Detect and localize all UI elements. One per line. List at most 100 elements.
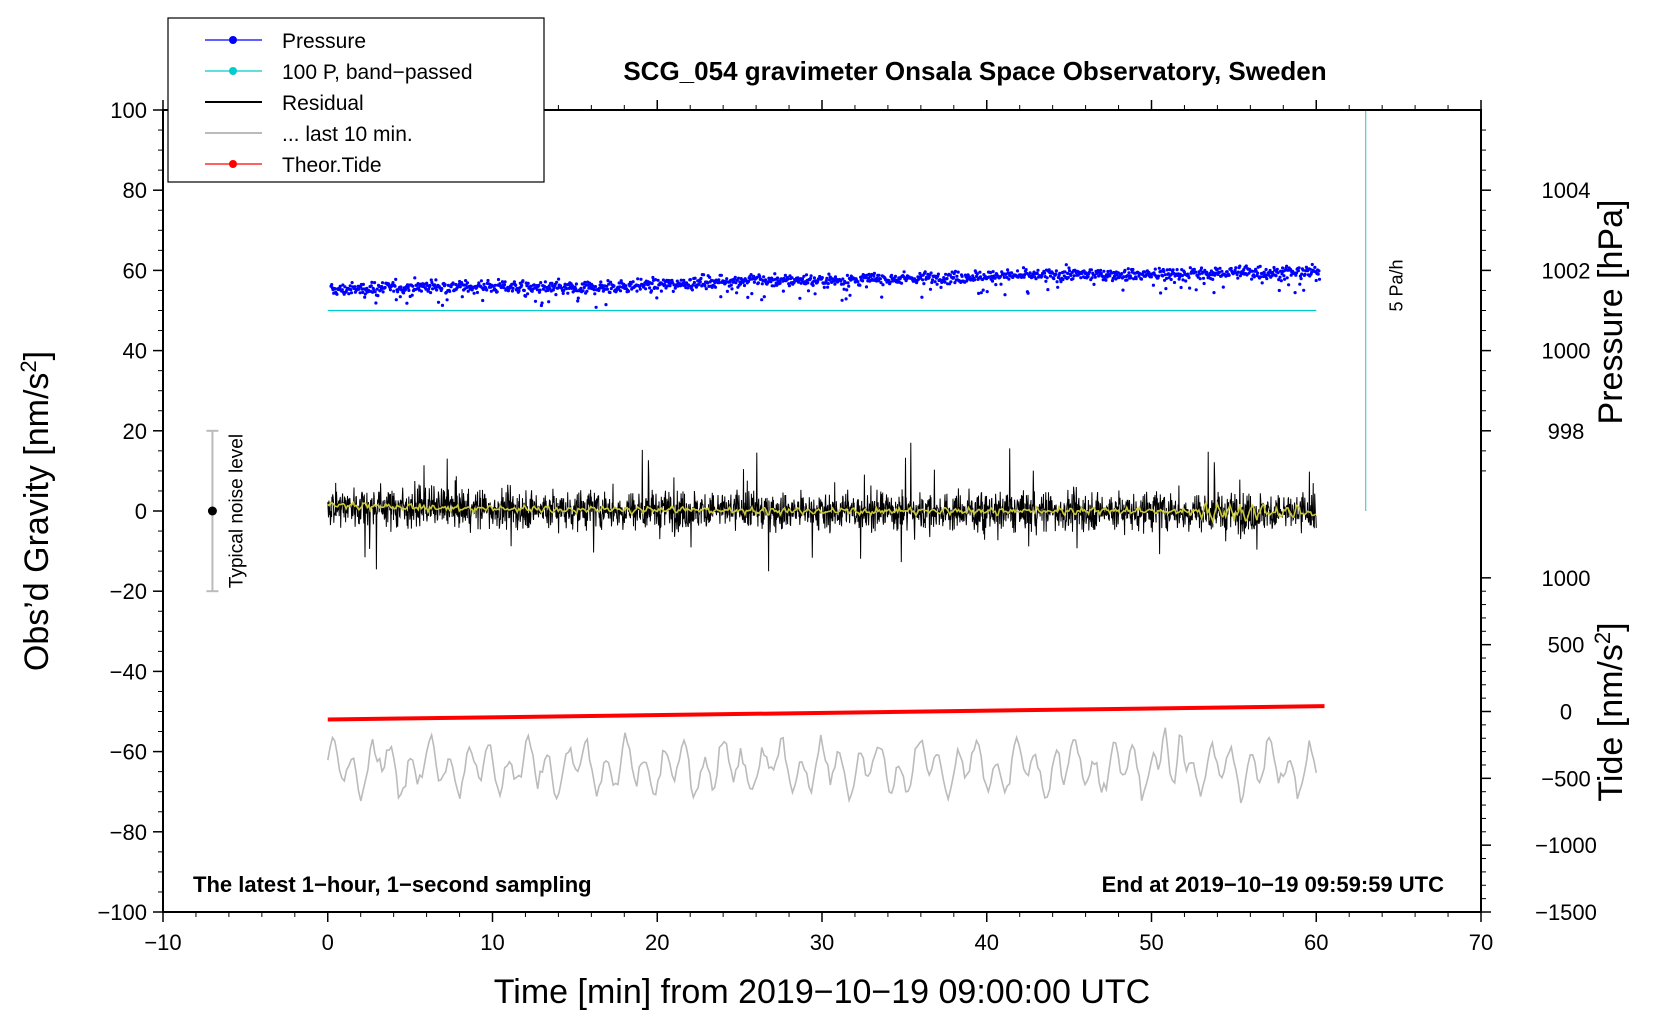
- pressure-point: [964, 275, 968, 279]
- pressure-point: [1112, 274, 1117, 278]
- pressure-point: [1262, 270, 1266, 274]
- pressure-point: [1129, 276, 1133, 280]
- pressure-point: [1197, 272, 1202, 276]
- pressure-point: [975, 272, 979, 276]
- pressure-point: [496, 277, 501, 282]
- pressure-point: [526, 292, 530, 296]
- pressure-point: [822, 285, 826, 289]
- pressure-point: [477, 281, 481, 285]
- pressure-point: [772, 284, 776, 288]
- series-layer: [206, 110, 1367, 804]
- pressure-point: [445, 298, 449, 302]
- pressure-point: [349, 291, 354, 295]
- pressure-point: [1227, 273, 1231, 277]
- pressure-tick-label: 1002: [1542, 258, 1591, 283]
- pressure-point: [605, 284, 609, 288]
- pressure-point: [391, 281, 395, 285]
- pressure-point: [1278, 275, 1282, 279]
- pressure-point: [1131, 267, 1135, 272]
- pressure-point: [1169, 277, 1173, 282]
- pressure-point: [639, 277, 643, 281]
- pressure-point: [1157, 266, 1161, 270]
- pressure-point: [985, 290, 989, 294]
- x-tick-label: 10: [480, 930, 504, 955]
- pressure-point: [1260, 281, 1264, 285]
- pressure-point: [593, 285, 598, 289]
- legend-box: [167, 17, 545, 183]
- pressure-point: [1225, 270, 1229, 274]
- pressure-point: [890, 273, 894, 277]
- pressure-point: [1061, 277, 1065, 282]
- pressure-point: [881, 283, 885, 287]
- pressure-point: [631, 280, 635, 284]
- pressure-point: [1299, 277, 1303, 281]
- pressure-point: [506, 289, 510, 293]
- x-tick-label: −10: [144, 930, 181, 955]
- pressure-point: [482, 282, 486, 286]
- pressure-point: [690, 288, 695, 292]
- pressure-point: [435, 288, 439, 292]
- legend: Pressure 100 P, band−passed Residual ...…: [167, 17, 545, 183]
- pressure-point: [529, 284, 533, 288]
- pressure-point: [1258, 264, 1262, 268]
- pressure-point: [806, 289, 811, 293]
- pressure-point: [816, 279, 820, 283]
- pressure-point: [717, 280, 722, 285]
- pressure-point: [381, 290, 385, 294]
- pressure-point: [1168, 268, 1172, 272]
- pressure-point: [1058, 271, 1062, 275]
- pressure-point: [773, 272, 777, 276]
- pressure-point: [826, 281, 830, 286]
- pressure-point: [433, 283, 437, 287]
- pressure-point: [636, 277, 640, 281]
- pressure-point: [363, 292, 367, 296]
- pressure-point: [1238, 264, 1242, 268]
- pressure-point: [766, 280, 770, 284]
- pressure-point: [864, 276, 868, 280]
- pressure-point: [990, 279, 995, 283]
- pressure-point: [930, 278, 935, 282]
- pressure-point: [981, 288, 985, 292]
- pressure-point: [762, 275, 766, 279]
- pressure-point: [500, 280, 505, 284]
- pressure-point: [717, 278, 721, 282]
- pressure-point: [693, 276, 697, 280]
- tick-labels: −10 0 10 20 30 40 50 60 70−100−80−60−40−20020406…: [97, 98, 1596, 955]
- pressure-point: [1099, 268, 1103, 272]
- pressure-point: [928, 287, 933, 291]
- y-tick-label: 80: [123, 178, 147, 203]
- pressure-point: [464, 279, 468, 283]
- pressure-point: [541, 287, 546, 291]
- pressure-point: [333, 287, 337, 291]
- pressure-point: [1277, 288, 1281, 293]
- pressure-point: [1256, 271, 1260, 275]
- pressure-point: [340, 288, 344, 292]
- pressure-point: [786, 277, 790, 281]
- pressure-point: [638, 287, 642, 291]
- pressure-point: [725, 289, 730, 293]
- pressure-point: [648, 286, 652, 290]
- x-axis-title: Time [min] from 2019−10−19 09:00:00 UTC: [494, 973, 1150, 1011]
- pressure-point: [440, 303, 445, 307]
- pressure-point: [605, 287, 610, 291]
- pressure-point: [713, 285, 718, 289]
- y-axis-title: Obs’d Gravity [nm/s2]: [16, 351, 57, 671]
- pressure-point: [1087, 270, 1091, 274]
- pressure-point: [436, 300, 441, 304]
- pressure-point: [688, 278, 693, 282]
- y-tick-label: −80: [110, 820, 147, 845]
- pressure-point: [1139, 277, 1144, 281]
- pressure-point: [537, 283, 541, 287]
- x-tick-label: 0: [322, 930, 334, 955]
- pressure-point: [398, 295, 402, 299]
- pressure-point: [466, 289, 470, 293]
- pressure-point: [361, 282, 365, 286]
- pressure-point: [431, 287, 435, 291]
- pressure-point: [775, 276, 780, 280]
- pressure-point: [1030, 275, 1034, 279]
- pressure-tick-label: 1004: [1542, 178, 1591, 203]
- pressure-point: [585, 289, 589, 293]
- pressure-point: [760, 282, 764, 286]
- pressure-point: [703, 284, 707, 288]
- pressure-point: [798, 296, 802, 300]
